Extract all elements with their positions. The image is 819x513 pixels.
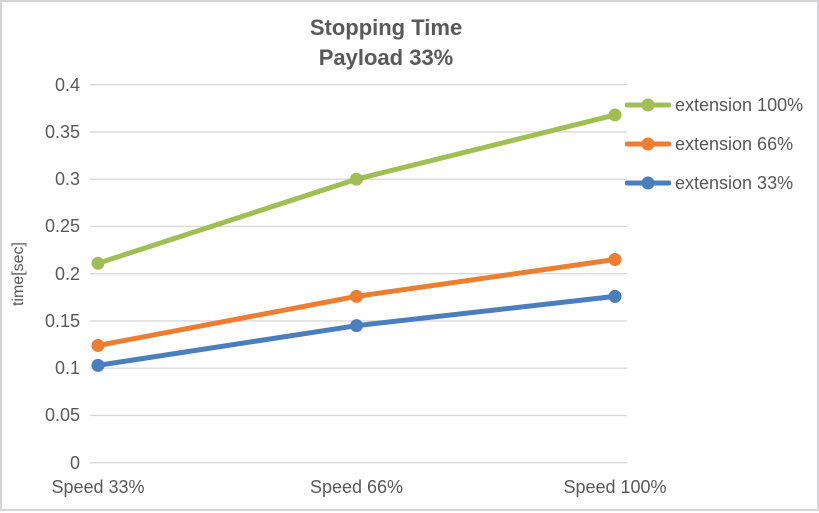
chart-title-line1: Stopping Time <box>309 15 463 40</box>
data-point-marker <box>608 253 622 267</box>
data-point-marker <box>91 256 105 270</box>
legend-line-marker-icon <box>625 176 671 190</box>
legend-entry-extension-33: extension 33% <box>625 171 803 195</box>
data-point-marker <box>608 289 622 303</box>
legend-entry-extension-100: extension 100% <box>625 93 803 117</box>
legend-label: extension 100% <box>675 94 804 115</box>
x-axis-label: Speed 100% <box>563 477 667 497</box>
legend-entry-extension-66: extension 66% <box>625 132 803 156</box>
data-point-marker <box>350 289 363 303</box>
legend-label: extension 66% <box>675 133 794 154</box>
legend-line-marker-icon <box>625 137 671 151</box>
series-line-extension-100- <box>95 112 618 266</box>
x-axis-labels: Speed 33% Speed 66% Speed 100% <box>2 474 819 504</box>
data-point-marker <box>608 108 622 122</box>
chart-title-line2: Payload 33% <box>318 45 454 70</box>
x-axis-label: Speed 66% <box>309 477 404 497</box>
legend-line-marker-icon <box>625 98 671 112</box>
data-point-marker <box>350 172 363 186</box>
data-point-marker <box>350 319 363 333</box>
legend: extension 100% extension 66% extension 3… <box>625 93 803 195</box>
x-axis-label: Speed 33% <box>51 477 145 497</box>
data-point-marker <box>91 358 105 372</box>
legend-label: extension 33% <box>675 172 794 193</box>
chart-title: Stopping Time Payload 33% <box>2 13 770 73</box>
data-point-marker <box>91 339 105 353</box>
